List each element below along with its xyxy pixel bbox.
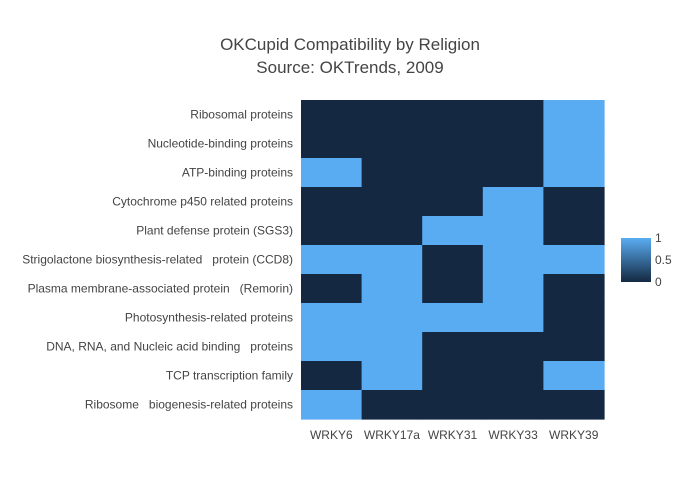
y-axis: Ribosomal proteins Nucleotide-binding pro… xyxy=(22,108,293,412)
heatmap-cell xyxy=(301,332,363,362)
y-tick-label: Plant defense protein (SGS3) xyxy=(136,224,293,238)
heatmap-cell xyxy=(482,216,544,246)
x-tick-label: WRKY31 xyxy=(428,428,478,442)
heatmap-cell xyxy=(543,332,605,362)
heatmap-cell xyxy=(301,129,363,159)
heatmap-cell xyxy=(543,129,605,159)
heatmap-cell xyxy=(422,158,484,188)
heatmap-cell xyxy=(482,187,544,217)
heatmap-cell xyxy=(543,361,605,391)
heatmap-cell xyxy=(361,100,423,130)
heatmap-cell xyxy=(361,390,423,420)
heatmap-cell xyxy=(482,303,544,333)
y-tick-label: Cytochrome p450 related proteins xyxy=(112,195,293,209)
y-tick-label: Photosynthesis-related proteins xyxy=(125,311,293,325)
heatmap-cell xyxy=(301,361,363,391)
y-tick-label: TCP transcription family xyxy=(166,369,293,383)
colorbar-tick-label: 1 xyxy=(655,231,662,245)
heatmap-cell xyxy=(422,274,484,304)
heatmap-cell xyxy=(482,100,544,130)
x-tick-label: WRKY33 xyxy=(488,428,538,442)
heatmap-cell xyxy=(482,158,544,188)
chart-title-line-2: Source: OKTrends, 2009 xyxy=(256,58,443,77)
heatmap-cell xyxy=(361,129,423,159)
heatmap-cell xyxy=(543,390,605,420)
heatmap-cell xyxy=(543,187,605,217)
chart-title-line-1: OKCupid Compatibility by Religion xyxy=(220,35,480,54)
heatmap-cell xyxy=(301,100,363,130)
x-tick-label: WRKY39 xyxy=(549,428,599,442)
heatmap-cell xyxy=(301,303,363,333)
heatmap-cell xyxy=(543,274,605,304)
heatmap-cell xyxy=(543,100,605,130)
y-tick-label: Strigolactone biosynthesis-related prote… xyxy=(22,253,293,267)
heatmap-cell xyxy=(361,158,423,188)
heatmap-cell xyxy=(543,245,605,275)
heatmap-cell xyxy=(422,187,484,217)
heatmap-cell xyxy=(482,390,544,420)
heatmap-cell xyxy=(422,332,484,362)
heatmap-cell xyxy=(422,100,484,130)
colorbar-tick-label: 0 xyxy=(655,275,662,289)
heatmap-cell xyxy=(361,216,423,246)
heatmap-cell xyxy=(301,216,363,246)
heatmap-cell xyxy=(361,274,423,304)
heatmap-cell xyxy=(482,361,544,391)
y-tick-label: Ribosome biogenesis-related proteins xyxy=(85,398,293,412)
x-axis: WRKY6 WRKY17a WRKY31 WRKY33 WRKY39 xyxy=(310,428,599,442)
heatmap-cell xyxy=(543,216,605,246)
heatmap-cell xyxy=(422,390,484,420)
heatmap-cell xyxy=(301,390,363,420)
colorbar-tick-label: 0.5 xyxy=(655,253,672,267)
heatmap-cell xyxy=(301,158,363,188)
x-tick-label: WRKY6 xyxy=(310,428,353,442)
colorbar: 00.51 xyxy=(621,231,672,289)
heatmap-cell xyxy=(301,187,363,217)
heatmap-cell xyxy=(482,129,544,159)
heatmap-cell xyxy=(422,303,484,333)
x-tick-label: WRKY17a xyxy=(364,428,420,442)
y-tick-label: Plasma membrane-associated protein (Remo… xyxy=(28,282,293,296)
heatmap-cell xyxy=(543,303,605,333)
heatmap-cell xyxy=(482,332,544,362)
heatmap-cell xyxy=(301,274,363,304)
heatmap-cell xyxy=(361,245,423,275)
y-tick-label: DNA, RNA, and Nucleic acid binding prote… xyxy=(46,340,293,354)
heatmap-cell xyxy=(301,245,363,275)
heatmap-cell xyxy=(422,129,484,159)
heatmap-cells xyxy=(301,100,605,420)
colorbar-gradient xyxy=(621,238,651,282)
heatmap-cell xyxy=(482,245,544,275)
heatmap-cell xyxy=(361,332,423,362)
heatmap-cell xyxy=(361,303,423,333)
y-tick-label: ATP-binding proteins xyxy=(182,166,293,180)
heatmap-cell xyxy=(361,361,423,391)
y-tick-label: Nucleotide-binding proteins xyxy=(148,137,293,151)
heatmap-cell xyxy=(422,216,484,246)
y-tick-label: Ribosomal proteins xyxy=(190,108,293,122)
heatmap-cell xyxy=(543,158,605,188)
heatmap-cell xyxy=(361,187,423,217)
heatmap-cell xyxy=(422,245,484,275)
heatmap-cell xyxy=(482,274,544,304)
heatmap-cell xyxy=(422,361,484,391)
